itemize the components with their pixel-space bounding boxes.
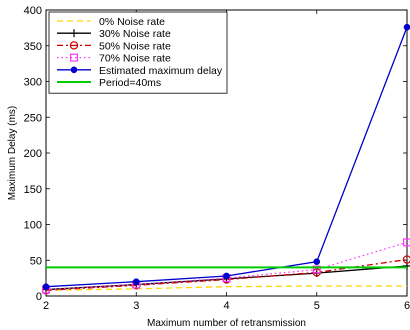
- axes: 2 3 4 5 6 0 50 100 150 200 250 300 350 400: [24, 5, 410, 312]
- y-tick-label: 100: [24, 220, 42, 232]
- data-point: [223, 272, 230, 280]
- legend-box: [48, 11, 228, 94]
- y-tick-label: 350: [24, 41, 42, 53]
- series-4: [42, 23, 410, 291]
- legend-label: 50% Noise rate: [99, 40, 171, 52]
- x-axis-label: Maximum number of retransmission: [147, 318, 306, 329]
- data-point: [403, 23, 410, 31]
- y-tick-label: 200: [24, 148, 42, 160]
- legend-label: 0% Noise rate: [99, 16, 165, 28]
- y-tick-label: 0: [36, 291, 42, 303]
- series-line: [45, 285, 407, 291]
- x-tick-label: 5: [314, 300, 320, 312]
- data-point: [403, 238, 410, 247]
- x-tick-label: 3: [133, 300, 139, 312]
- y-tick-label: 300: [24, 77, 42, 89]
- y-tick-label: 250: [24, 112, 42, 124]
- series-3: [41, 238, 410, 294]
- y-tick-label: 400: [24, 5, 42, 17]
- data-point: [313, 258, 321, 265]
- legend-swatch-marker: [69, 53, 78, 62]
- data-point: [402, 255, 410, 264]
- legend-label: Estimated maximum delay: [99, 65, 223, 77]
- legend-swatch-marker: [69, 41, 79, 50]
- series-layer: [41, 23, 410, 295]
- legend-swatch-marker: [70, 29, 78, 38]
- legend-swatch-marker: [70, 66, 78, 74]
- x-tick-label: 2: [43, 300, 49, 312]
- y-axis-label: Maximum Delay (ms): [7, 106, 18, 200]
- series-0: [45, 285, 407, 291]
- legend-label: Period=40ms: [99, 77, 161, 89]
- legend-label: 30% Noise rate: [99, 28, 171, 40]
- series-line: [45, 258, 408, 291]
- data-point: [312, 265, 321, 274]
- legend-label: 70% Noise rate: [99, 53, 171, 65]
- data-point: [132, 278, 140, 286]
- data-point: [42, 283, 50, 291]
- y-tick-label: 50: [30, 255, 42, 267]
- y-tick-label: 150: [24, 184, 42, 196]
- x-tick-label: 6: [404, 300, 410, 312]
- x-tick-label: 4: [223, 300, 229, 312]
